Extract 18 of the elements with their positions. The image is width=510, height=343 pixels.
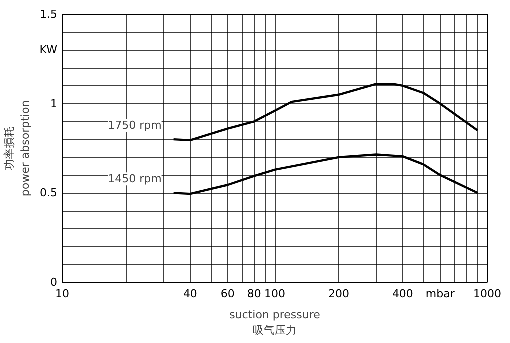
y-tick-label: 1 <box>50 97 58 110</box>
x-tick-label: 100 <box>264 288 286 300</box>
x-tick-label: 80 <box>247 288 262 300</box>
x-tick-label: 60 <box>220 288 235 300</box>
series-label: 1750 rpm <box>108 119 162 132</box>
x-axis-title: suction pressure 吸气压力 <box>230 308 321 338</box>
x-tick-label: 400 <box>392 288 414 300</box>
y-tick-label: 1.5 <box>40 8 58 21</box>
y-axis-title: 功率損耗 power absorption <box>3 100 32 197</box>
y-tick-label: KW <box>40 44 58 57</box>
y-tick-label: 0 <box>50 276 58 289</box>
x-tick-label: 40 <box>183 288 198 300</box>
x-tick-label: 200 <box>328 288 350 300</box>
x-tick-label: mbar <box>426 288 456 300</box>
y-tick-label: 0.5 <box>40 186 58 200</box>
x-tick-label: 1000 <box>474 288 502 300</box>
x-tick-label: 10 <box>56 288 70 300</box>
series-label: 1450 rpm <box>108 172 162 186</box>
